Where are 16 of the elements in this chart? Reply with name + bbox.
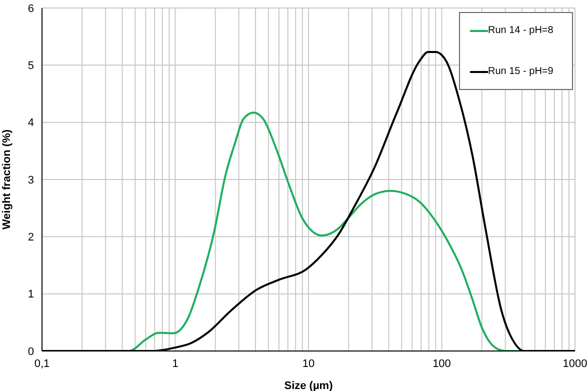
y-tick-label: 2 [28,232,34,244]
x-tick-label: 1 [172,358,178,370]
y-axis-title: Weight fraction (%) [0,129,13,230]
y-tick-label: 1 [28,288,34,301]
x-tick-label: 10 [302,358,315,370]
x-tick-label: 1000 [562,358,587,370]
y-tick-label: 6 [28,2,34,15]
legend-label: Run 15 - pH=9 [488,66,554,77]
legend-label: Run 14 - pH=8 [488,25,554,36]
x-tick-label: 0,1 [34,358,50,370]
x-tick-label: 100 [432,358,451,370]
y-tick-label: 4 [28,117,34,130]
y-tick-label: 0 [28,346,34,358]
x-axis-title: Size (µm) [284,380,334,391]
y-tick-label: 3 [28,174,34,186]
y-tick-label: 5 [28,60,34,72]
